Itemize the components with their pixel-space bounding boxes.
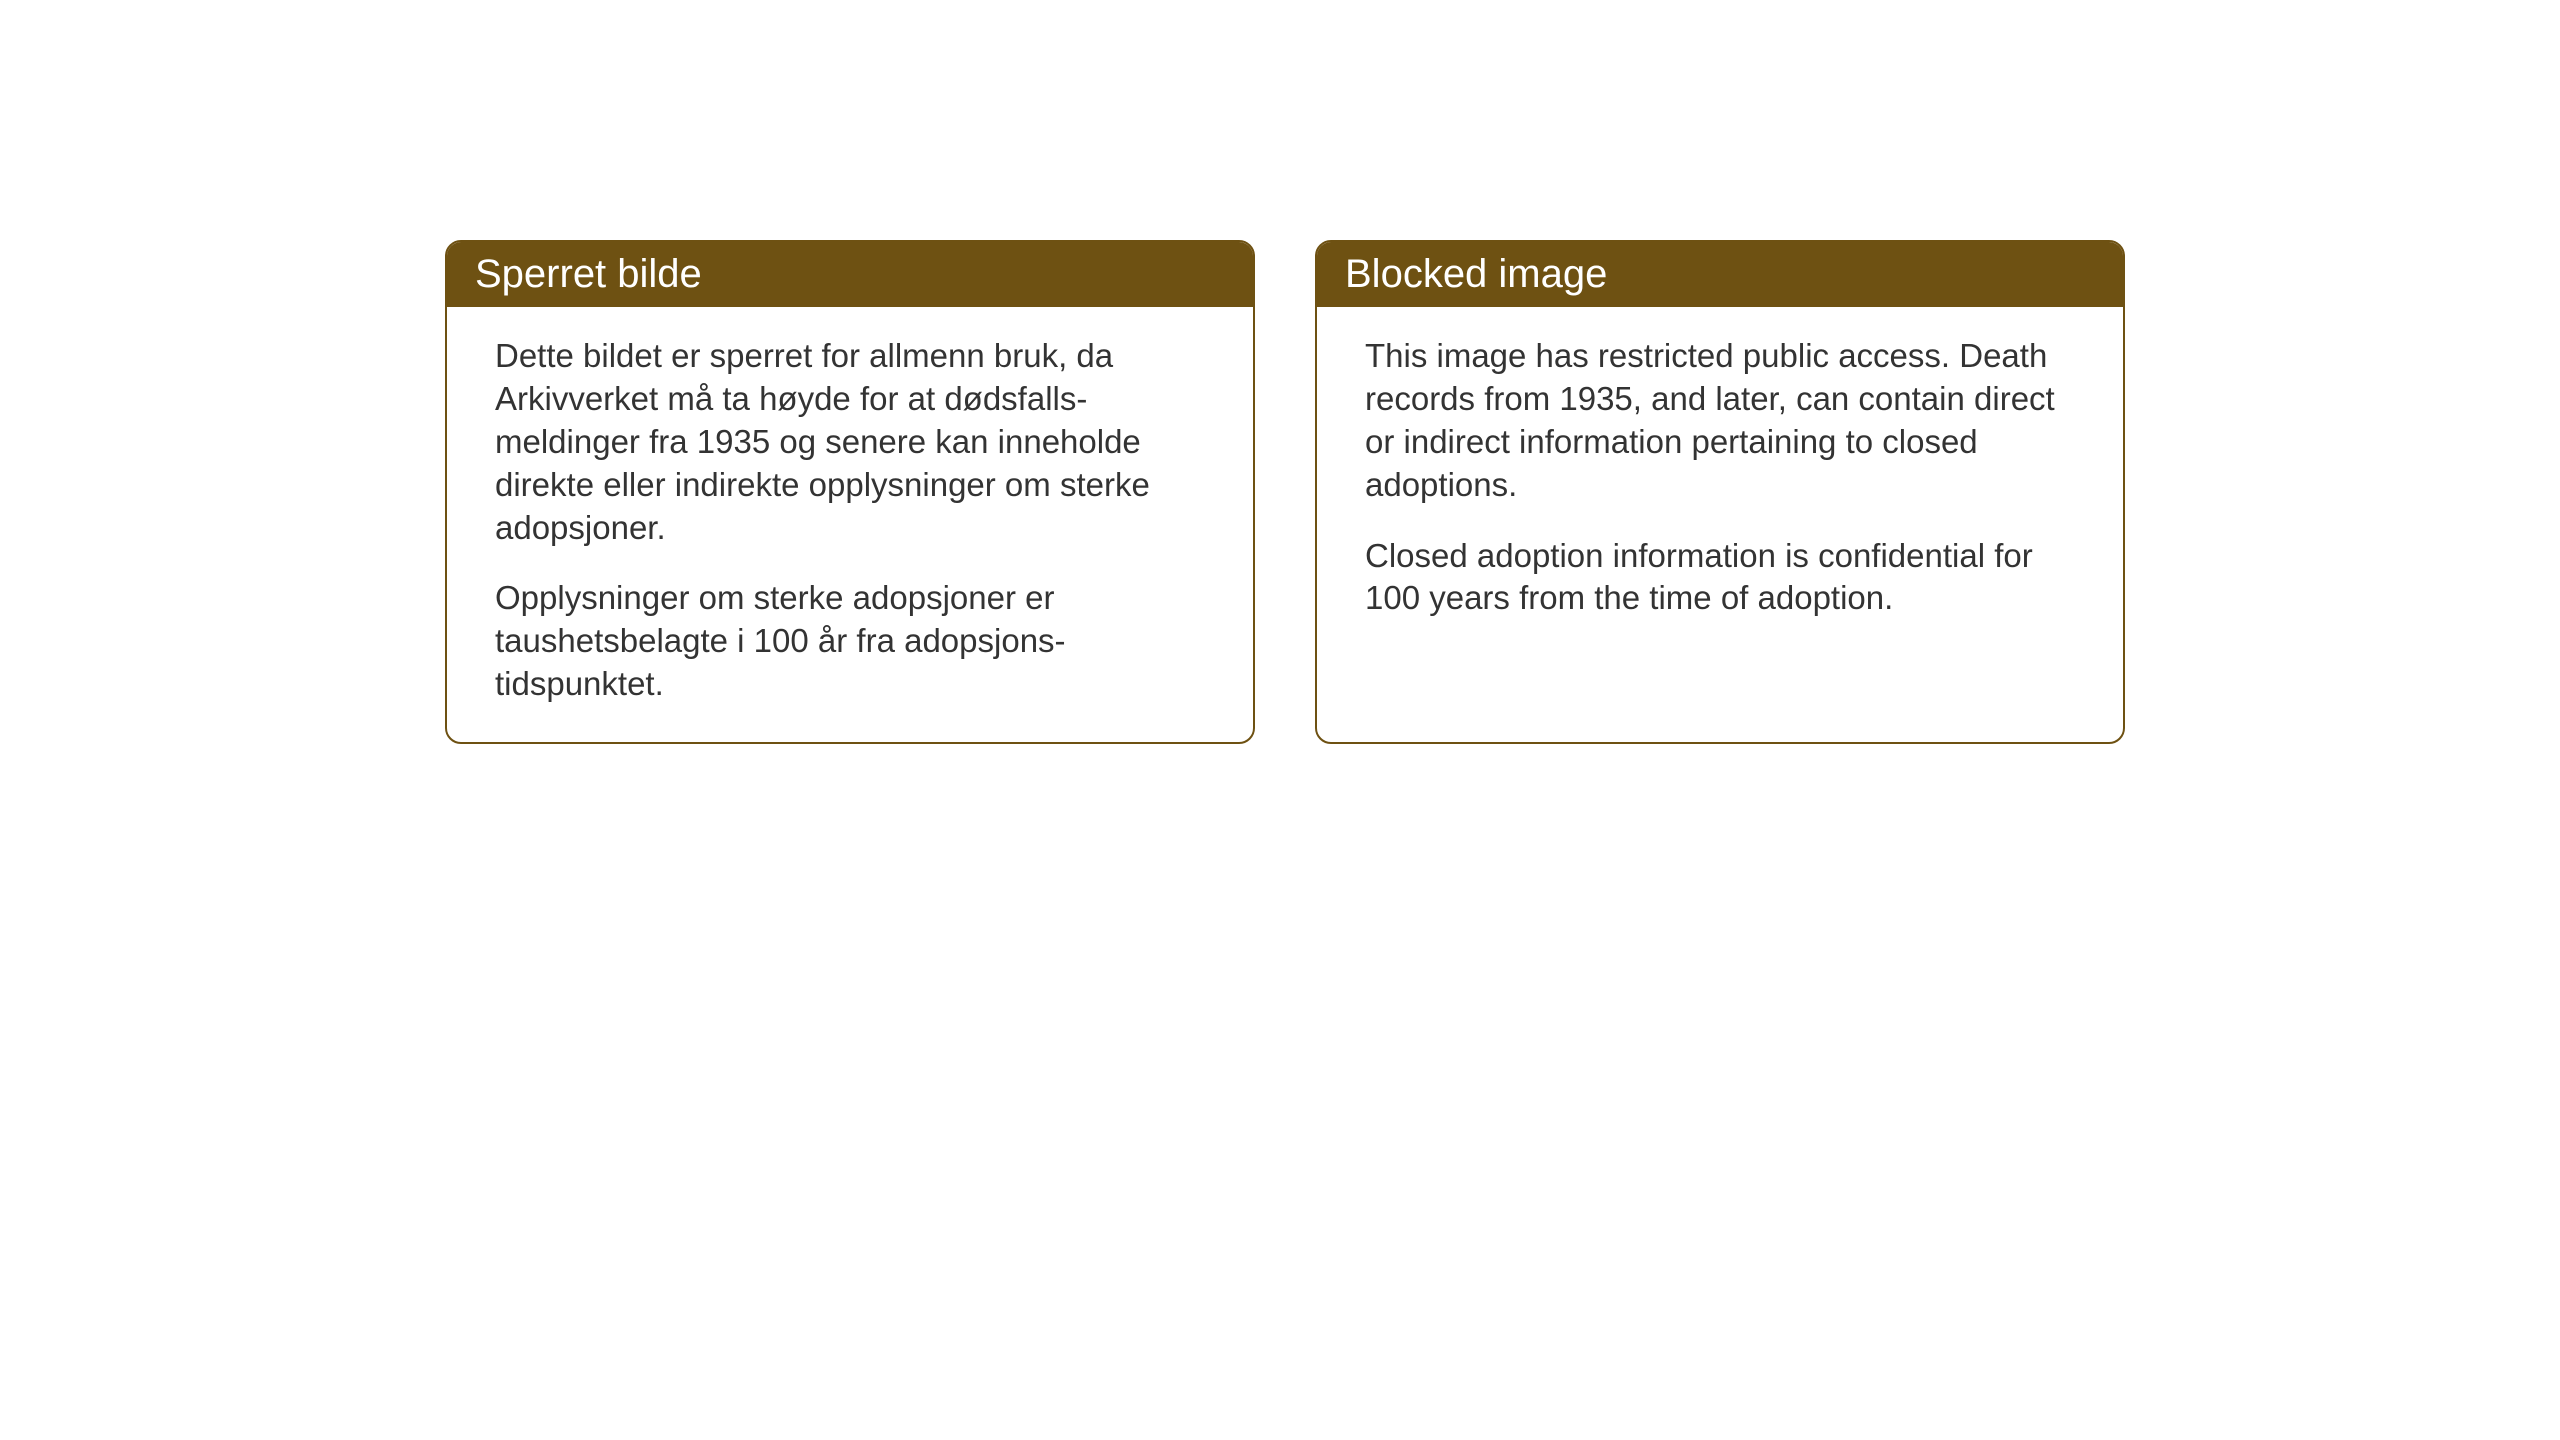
card-body-english: This image has restricted public access.… — [1317, 307, 2123, 656]
card-title-norwegian: Sperret bilde — [475, 252, 702, 296]
card-paragraph-1-english: This image has restricted public access.… — [1365, 335, 2075, 507]
card-paragraph-1-norwegian: Dette bildet er sperret for allmenn bruk… — [495, 335, 1205, 549]
card-body-norwegian: Dette bildet er sperret for allmenn bruk… — [447, 307, 1253, 742]
card-paragraph-2-norwegian: Opplysninger om sterke adopsjoner er tau… — [495, 577, 1205, 706]
card-paragraph-2-english: Closed adoption information is confident… — [1365, 535, 2075, 621]
cards-container: Sperret bilde Dette bildet er sperret fo… — [445, 240, 2125, 744]
card-english: Blocked image This image has restricted … — [1315, 240, 2125, 744]
card-header-english: Blocked image — [1317, 242, 2123, 307]
card-norwegian: Sperret bilde Dette bildet er sperret fo… — [445, 240, 1255, 744]
card-title-english: Blocked image — [1345, 252, 1607, 296]
card-header-norwegian: Sperret bilde — [447, 242, 1253, 307]
